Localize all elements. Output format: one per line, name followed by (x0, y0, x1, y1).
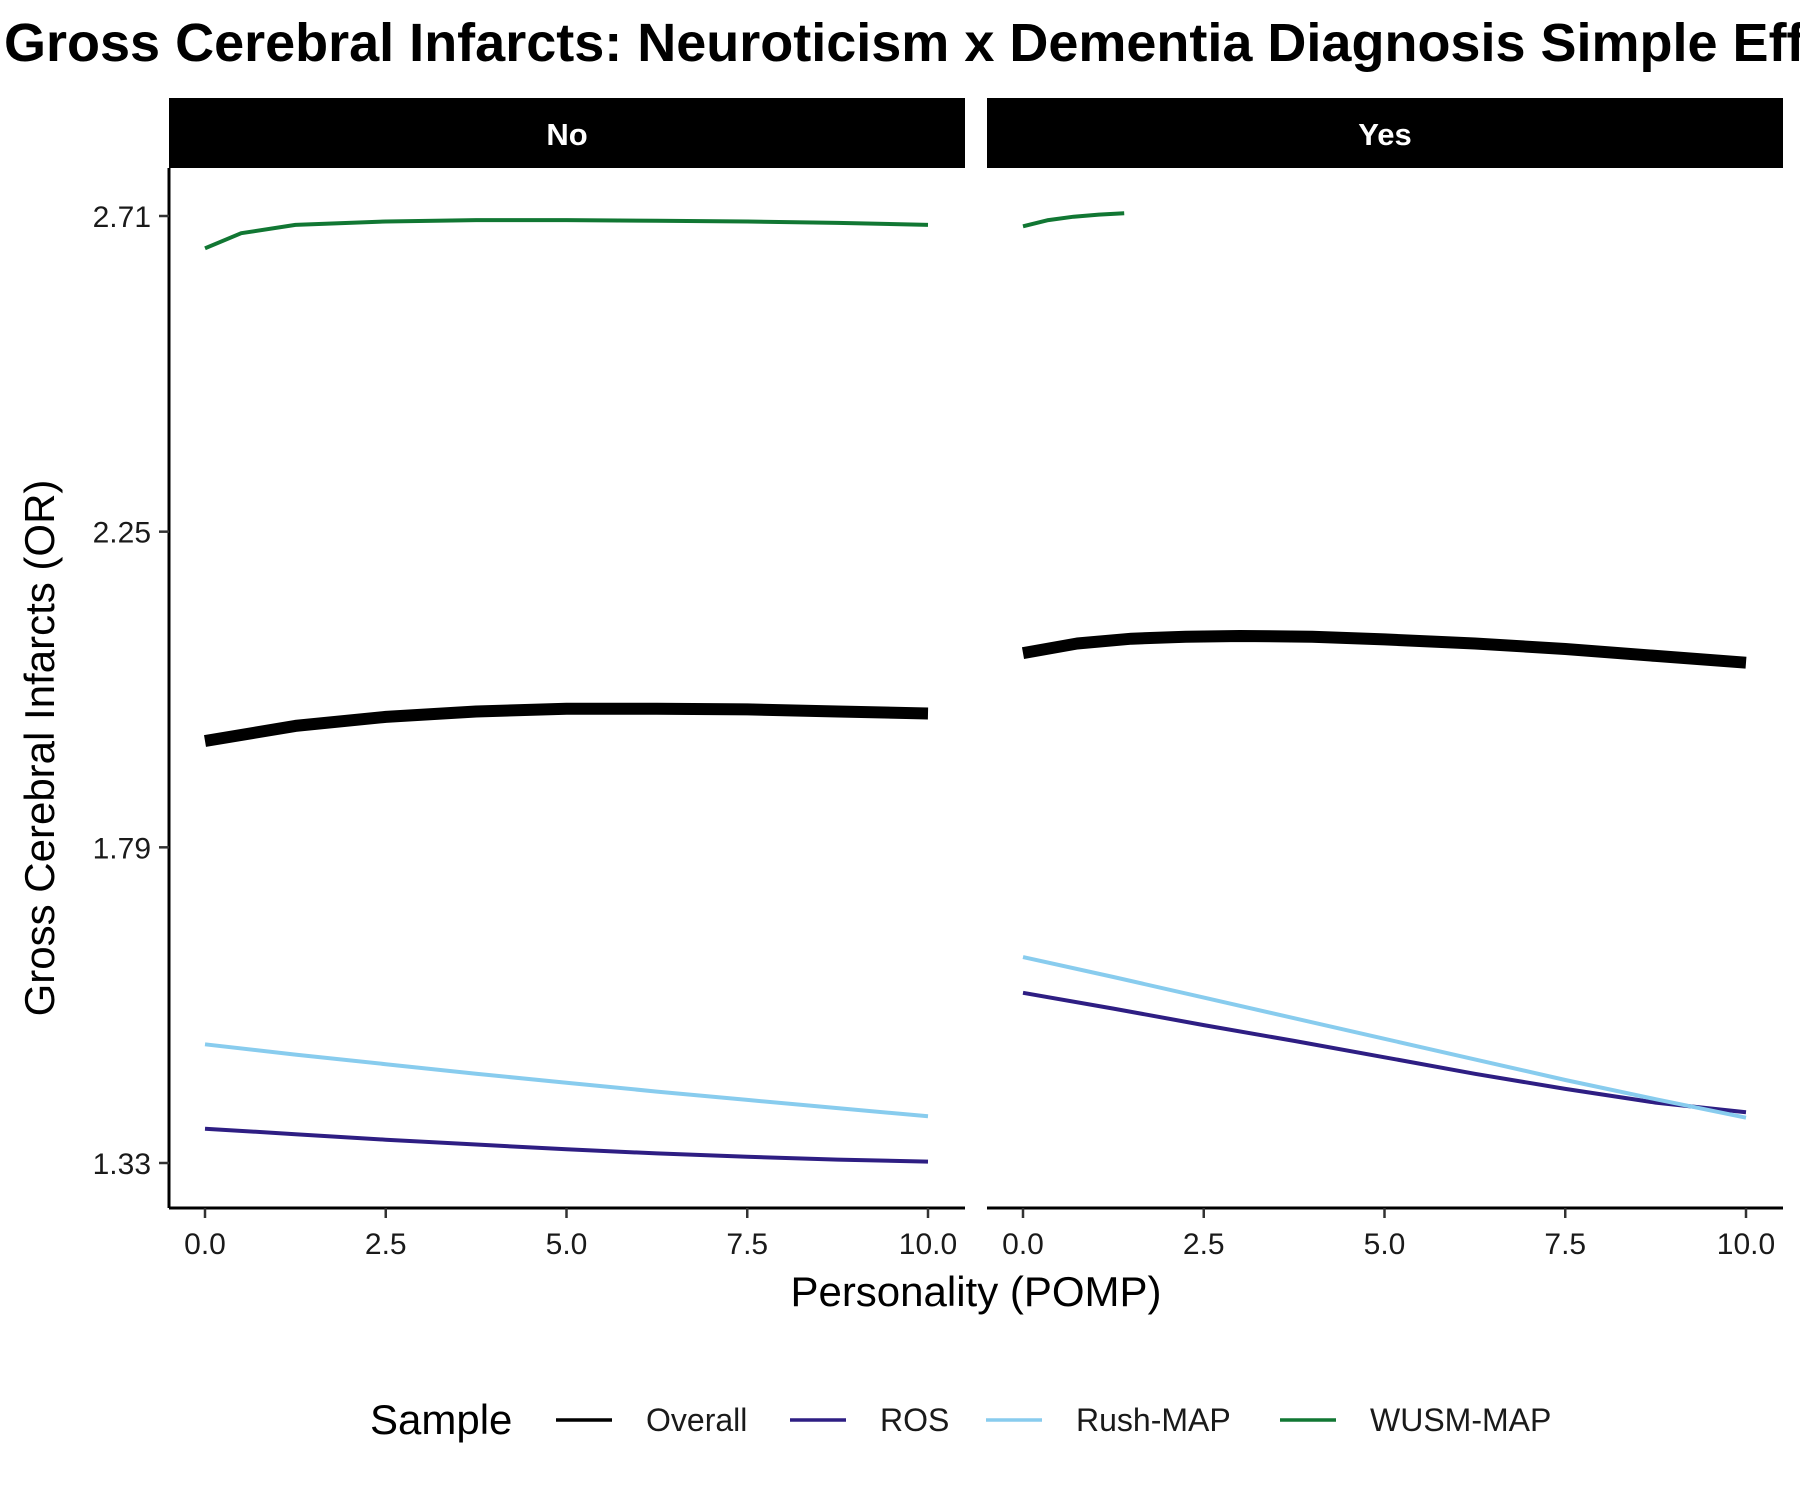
legend-title: Sample (370, 1396, 512, 1443)
x-tick-label: 0.0 (1002, 1228, 1044, 1261)
x-tick-label: 0.0 (184, 1228, 226, 1261)
legend: Sample Overall ROS Rush-MAP WUSM-MAP (370, 1396, 1551, 1443)
legend-label: Overall (646, 1402, 747, 1438)
series-line-wusm-map (1022, 211, 1125, 229)
legend-item-wusm-map: WUSM-MAP (1280, 1402, 1551, 1438)
series-line-overall (204, 702, 929, 747)
y-tick-label: 1.79 (93, 832, 151, 865)
y-tick-label: 2.25 (93, 517, 151, 550)
y-tick-label: 1.33 (93, 1148, 151, 1181)
panel-yes: Yes 0.0 2.5 5.0 7.5 10.0 (987, 98, 1783, 1261)
panel-no: No 1.33 1.79 2.25 2.71 0.0 2.5 5.0 7.5 10.0 (93, 98, 965, 1261)
x-tick-label: 10.0 (1717, 1228, 1775, 1261)
series-line-ros (204, 1126, 929, 1164)
facet-strip (987, 98, 1783, 168)
x-tick-label: 2.5 (365, 1228, 407, 1261)
facet-strip-label: No (546, 117, 587, 152)
chart-title: Gross Cerebral Infarcts: Neuroticism x D… (4, 13, 1800, 73)
y-axis-title: Gross Cerebral Infarcts (OR) (16, 480, 63, 1017)
facet-strip (169, 98, 965, 168)
panels: No 1.33 1.79 2.25 2.71 0.0 2.5 5.0 7.5 10.0 Yes 0.0… (93, 98, 1783, 1261)
legend-item-rush-map: Rush-MAP (986, 1402, 1231, 1438)
series-line-overall (1021, 630, 1747, 669)
x-tick-label: 10.0 (899, 1228, 957, 1261)
x-tick-label: 5.0 (546, 1228, 588, 1261)
legend-item-ros: ROS (790, 1402, 949, 1438)
x-tick-label: 7.5 (726, 1228, 768, 1261)
y-tick-label: 2.71 (93, 201, 151, 234)
legend-label: WUSM-MAP (1370, 1402, 1551, 1438)
legend-label: ROS (880, 1402, 949, 1438)
legend-label: Rush-MAP (1076, 1402, 1231, 1438)
x-axis-title: Personality (POMP) (790, 1268, 1161, 1315)
series-line-rush-map (1022, 955, 1747, 1120)
series-line-ros (1022, 990, 1747, 1115)
x-tick-label: 7.5 (1544, 1228, 1586, 1261)
x-tick-label: 5.0 (1364, 1228, 1406, 1261)
x-tick-label: 2.5 (1183, 1228, 1225, 1261)
series-line-wusm-map (204, 218, 929, 251)
legend-item-overall: Overall (556, 1402, 747, 1438)
facet-strip-label: Yes (1358, 117, 1411, 152)
series-line-rush-map (204, 1042, 929, 1119)
